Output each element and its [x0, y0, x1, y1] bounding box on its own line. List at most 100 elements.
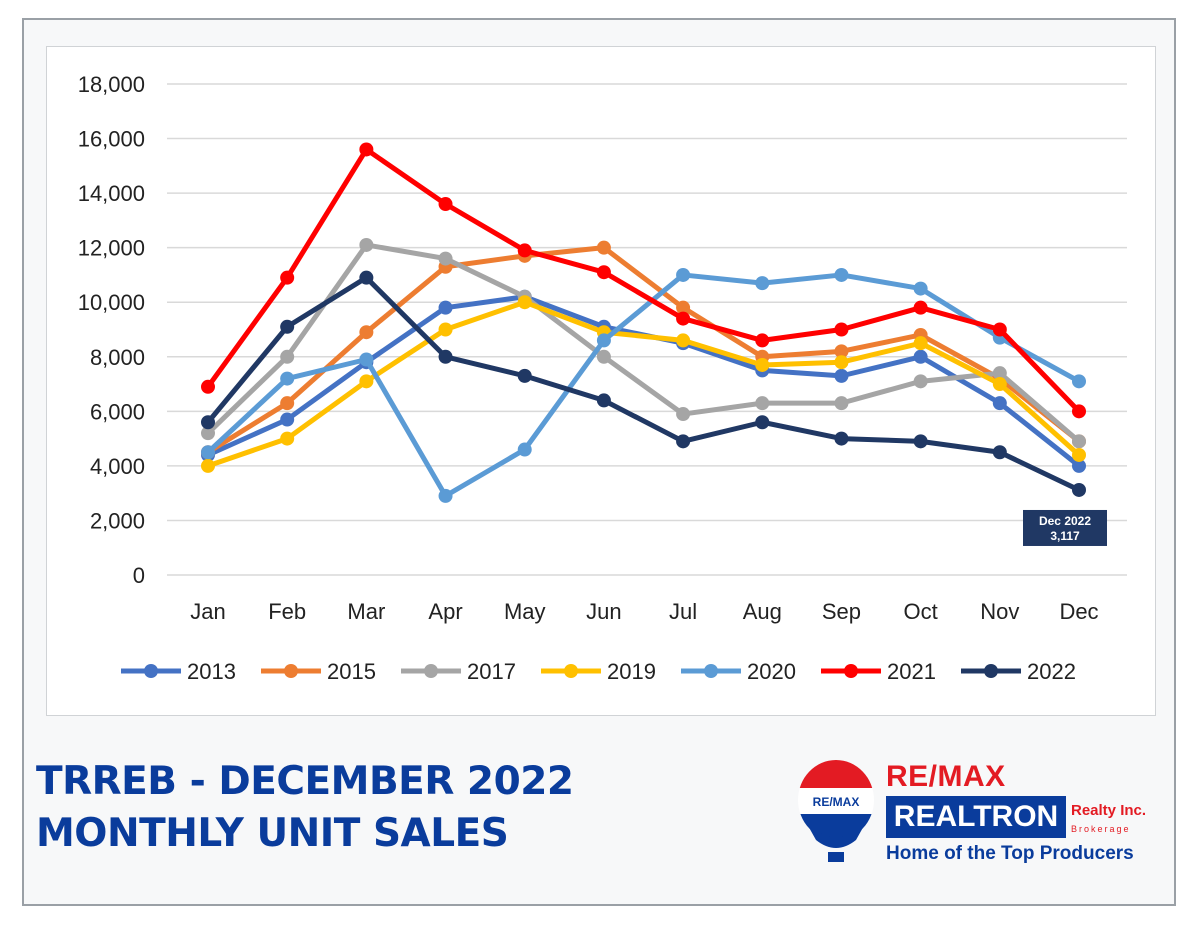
- data-point-2020: [596, 333, 611, 348]
- y-tick-label: 8,000: [90, 345, 145, 370]
- data-point-2017: [913, 374, 928, 389]
- data-point-2022: [201, 415, 215, 430]
- data-point-2017: [834, 396, 849, 411]
- data-point-2013: [1072, 458, 1086, 473]
- series-line-2017: [206, 242, 1081, 444]
- data-point-2019: [1072, 447, 1086, 462]
- data-point-2013: [992, 396, 1007, 411]
- annotation-label: Dec 2022: [1039, 514, 1091, 528]
- brand-brokerage: Brokerage: [1071, 824, 1131, 834]
- data-point-2022: [280, 319, 295, 334]
- series-line-2013: [206, 294, 1081, 468]
- series-line-2019: [207, 299, 1081, 469]
- data-point-2022: [596, 393, 611, 408]
- data-point-2019: [992, 377, 1007, 392]
- data-point-2020: [280, 371, 295, 386]
- legend-marker-2019: [564, 664, 578, 678]
- data-point-2017: [755, 396, 770, 411]
- data-point-2022: [1072, 482, 1086, 497]
- y-tick-label: 10,000: [78, 290, 145, 315]
- data-point-2022: [359, 270, 374, 285]
- legend-marker-2022: [984, 664, 998, 678]
- series-line-2015: [206, 245, 1081, 455]
- data-point-2020: [676, 267, 691, 282]
- balloon-label: RE/MAX: [813, 795, 860, 809]
- legend-label-2021: 2021: [887, 659, 936, 684]
- y-tick-label: 14,000: [78, 181, 145, 206]
- data-point-2019: [201, 458, 215, 473]
- data-point-2013: [913, 349, 928, 364]
- y-tick-label: 2,000: [90, 508, 145, 533]
- x-tick-label: Jun: [586, 599, 621, 624]
- data-point-2019: [359, 374, 374, 389]
- data-point-2021: [913, 300, 928, 315]
- brand-remax: RE/MAX: [886, 760, 1006, 793]
- headline-line-2: MONTHLY UNIT SALES: [36, 811, 509, 856]
- headline: TRREB - DECEMBER 2022 MONTHLY UNIT SALES: [36, 756, 574, 860]
- x-tick-label: Apr: [428, 599, 462, 624]
- remax-realtron-logo: RE/MAX RE/MAX REALTRON Realty Inc. Broke…: [796, 760, 1176, 870]
- brand-tagline: Home of the Top Producers: [886, 843, 1134, 864]
- data-point-2019: [280, 431, 295, 446]
- legend-label-2022: 2022: [1027, 659, 1076, 684]
- data-point-2017: [201, 426, 215, 441]
- data-point-2013: [280, 412, 295, 427]
- x-tick-label: Aug: [743, 599, 782, 624]
- data-point-2022: [834, 431, 849, 446]
- data-point-2017: [676, 407, 691, 422]
- x-tick-label: Feb: [268, 599, 306, 624]
- data-point-2022: [755, 415, 770, 430]
- legend-label-2013: 2013: [187, 659, 236, 684]
- data-point-2022: [913, 434, 928, 449]
- data-point-2019: [676, 333, 691, 348]
- data-point-2021: [992, 322, 1007, 337]
- data-point-2020: [755, 276, 770, 291]
- y-tick-label: 18,000: [78, 72, 145, 97]
- legend-label-2017: 2017: [467, 659, 516, 684]
- data-point-2021: [755, 333, 770, 348]
- data-point-2021: [438, 197, 453, 212]
- y-tick-label: 16,000: [78, 127, 145, 152]
- data-point-2017: [1072, 434, 1086, 449]
- data-point-2015: [596, 240, 611, 255]
- data-point-2017: [992, 366, 1007, 381]
- data-point-2020: [1072, 374, 1086, 389]
- data-point-2021: [1072, 404, 1086, 419]
- line-chart: 0 2,000 4,000 6,000 8,000 10,000 12,000 14,000 1…: [78, 72, 1127, 684]
- headline-line-1: TRREB - DECEMBER 2022: [36, 759, 574, 804]
- x-tick-label: Jul: [669, 599, 697, 624]
- data-point-2021: [596, 265, 611, 280]
- data-point-2019: [834, 355, 849, 370]
- data-point-2015: [280, 396, 295, 411]
- y-tick-label: 6,000: [90, 399, 145, 424]
- x-tick-label: Dec: [1059, 599, 1098, 624]
- data-point-2021: [201, 379, 215, 394]
- data-point-2015: [834, 344, 849, 359]
- brand-realtron: REALTRON: [886, 796, 1066, 838]
- data-point-2013: [438, 300, 453, 315]
- legend-marker-2015: [284, 664, 298, 678]
- data-point-2015: [676, 300, 691, 315]
- data-point-2017: [359, 237, 374, 252]
- data-point-2017: [280, 349, 295, 364]
- legend-marker-2021: [844, 664, 858, 678]
- x-tick-label: Nov: [980, 599, 1019, 624]
- data-point-2017: [596, 349, 611, 364]
- data-point-2022: [676, 434, 691, 449]
- annotation-value: 3,117: [1050, 529, 1080, 543]
- data-point-2020: [913, 281, 928, 296]
- data-point-2020: [201, 445, 215, 460]
- data-point-2020: [834, 267, 849, 282]
- data-point-2022: [992, 445, 1007, 460]
- data-point-2022: [438, 349, 453, 364]
- data-point-2020: [359, 352, 374, 367]
- x-tick-label: Oct: [904, 599, 938, 624]
- annotation-box: [1023, 509, 1107, 546]
- data-point-2021: [834, 322, 849, 337]
- data-point-2013: [834, 368, 849, 383]
- data-point-2020: [517, 442, 532, 457]
- series-line-2020: [206, 272, 1081, 499]
- data-point-2021: [280, 270, 295, 285]
- legend-marker-2017: [424, 664, 438, 678]
- data-point-2021: [359, 142, 374, 157]
